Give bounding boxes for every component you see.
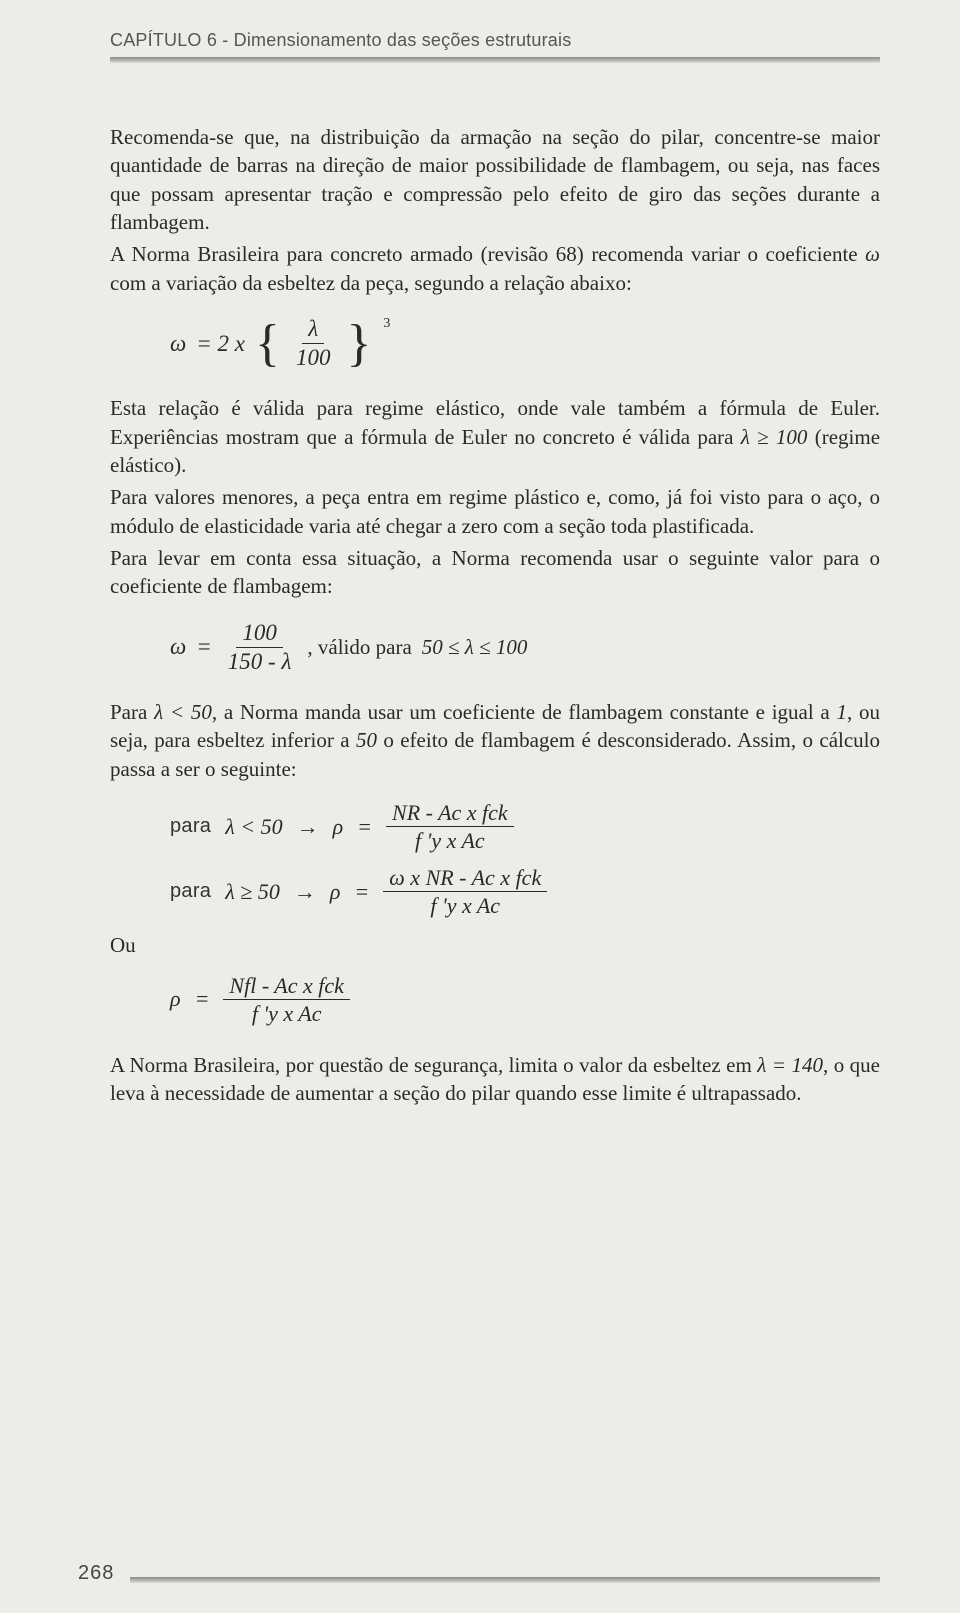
eq-r2: = (354, 879, 369, 905)
frac-den: 100 (290, 344, 337, 370)
valid-label: , válido para (307, 635, 411, 660)
cond-ge50: λ ≥ 50 (225, 879, 280, 905)
paragraph-6: Para λ < 50, a Norma manda usar um coefi… (110, 698, 880, 783)
rho-1: ρ (333, 814, 344, 840)
right-brace-icon: } (346, 323, 371, 365)
chapter-header: CAPÍTULO 6 - Dimensionamento das seções … (110, 30, 880, 51)
frac2-den: 150 - λ (222, 648, 298, 674)
equals-2x: = 2 x (196, 331, 245, 357)
paragraph-7: A Norma Brasileira, por questão de segur… (110, 1051, 880, 1108)
omega-symbol: ω (865, 242, 880, 266)
body-text: Recomenda-se que, na distribuição da arm… (110, 123, 880, 1108)
chapter-title: Dimensionamento das seções estruturais (234, 30, 572, 50)
lambda-eq-140: λ = 140 (757, 1053, 823, 1077)
eq-r3: = (195, 986, 210, 1012)
fraction-lambda-100: λ 100 (290, 317, 337, 370)
equals-2: = (196, 634, 212, 660)
left-brace-icon: { (255, 323, 280, 365)
eq-r1: = (357, 814, 372, 840)
const-1: 1 (837, 700, 848, 724)
row2-den: f 'y x Ac (424, 892, 506, 917)
row3-num: Nfl - Ac x fck (223, 974, 349, 1000)
header-rule (110, 57, 880, 63)
fraction-100-150lambda: 100 150 - λ (222, 621, 298, 674)
formula-omega-range: ω = 100 150 - λ , válido para 50 ≤ λ ≤ 1… (170, 621, 880, 674)
page: CAPÍTULO 6 - Dimensionamento das seções … (0, 0, 960, 1613)
formula-rho-lt50: para λ < 50 → ρ = NR - Ac x fck f 'y x A… (170, 801, 880, 852)
paragraph-1: Recomenda-se que, na distribuição da arm… (110, 123, 880, 236)
paragraph-3: Esta relação é válida para regime elásti… (110, 394, 880, 479)
footer-rule (130, 1577, 880, 1583)
arrow-icon-2: → (294, 879, 316, 905)
cond-lt50: λ < 50 (225, 814, 282, 840)
omega-lhs: ω (170, 331, 186, 357)
row1-num: NR - Ac x fck (386, 801, 514, 827)
valid-range: 50 ≤ λ ≤ 100 (422, 635, 528, 660)
para-label-1: para (170, 815, 211, 838)
lambda-lt-50: λ < 50 (154, 700, 212, 724)
omega-lhs-2: ω (170, 634, 186, 660)
frac-num: λ (302, 317, 324, 344)
row2-num: ω x NR - Ac x fck (383, 866, 547, 892)
row3-den: f 'y x Ac (246, 1000, 328, 1025)
page-number: 268 (78, 1562, 114, 1585)
rho-2: ρ (330, 879, 341, 905)
row1-den: f 'y x Ac (409, 827, 491, 852)
frac-row2: ω x NR - Ac x fck f 'y x Ac (383, 866, 547, 917)
paragraph-5: Para levar em conta essa situação, a Nor… (110, 544, 880, 601)
frac2-num: 100 (236, 621, 283, 648)
para-label-2: para (170, 880, 211, 903)
exponent-3: 3 (383, 316, 390, 332)
paragraph-2: A Norma Brasileira para concreto armado … (110, 240, 880, 297)
paragraph-4: Para valores menores, a peça entra em re… (110, 483, 880, 540)
lambda-ge-100: λ ≥ 100 (741, 425, 808, 449)
arrow-icon: → (297, 814, 319, 840)
const-50: 50 (356, 728, 377, 752)
formula-rho-nfl: ρ = Nfl - Ac x fck f 'y x Ac (170, 974, 880, 1025)
chapter-number: CAPÍTULO 6 (110, 30, 217, 50)
formula-omega-cubic: ω = 2 x { λ 100 } 3 (170, 317, 880, 370)
frac-row3: Nfl - Ac x fck f 'y x Ac (223, 974, 349, 1025)
or-label: Ou (110, 931, 880, 959)
rho-3: ρ (170, 986, 181, 1012)
frac-row1: NR - Ac x fck f 'y x Ac (386, 801, 514, 852)
chapter-sep: - (222, 30, 233, 50)
formula-rho-ge50: para λ ≥ 50 → ρ = ω x NR - Ac x fck f 'y… (170, 866, 880, 917)
